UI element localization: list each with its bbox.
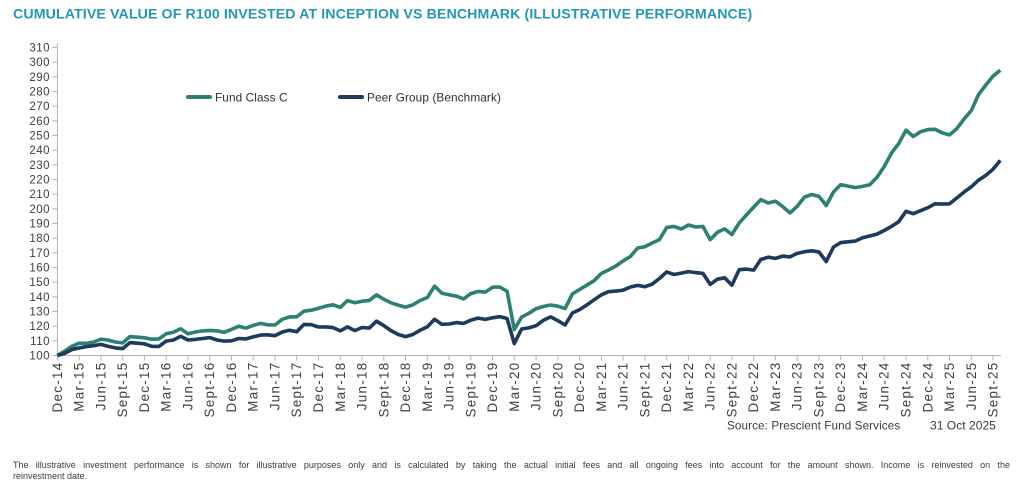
svg-text:Mar-25: Mar-25	[942, 362, 957, 412]
svg-text:Source: Prescient Fund Service: Source: Prescient Fund Services	[727, 420, 900, 433]
svg-text:Sept-24: Sept-24	[899, 362, 914, 418]
svg-text:Mar-16: Mar-16	[159, 362, 174, 412]
svg-text:Jun-16: Jun-16	[181, 362, 196, 411]
svg-text:Dec-14: Dec-14	[50, 362, 65, 413]
svg-text:Mar-19: Mar-19	[420, 362, 435, 412]
svg-text:Dec-24: Dec-24	[920, 362, 935, 413]
svg-text:120: 120	[29, 321, 50, 333]
svg-text:Dec-18: Dec-18	[398, 362, 413, 413]
svg-text:Jun-18: Jun-18	[355, 362, 370, 411]
svg-text:180: 180	[29, 233, 50, 245]
svg-text:CUMULATIVE VALUE OF R100 INVES: CUMULATIVE VALUE OF R100 INVESTED AT INC…	[13, 7, 752, 23]
svg-text:Sept-21: Sept-21	[637, 362, 652, 418]
svg-text:Sept-23: Sept-23	[812, 362, 827, 418]
svg-text:290: 290	[29, 72, 50, 84]
svg-text:Sept-25: Sept-25	[986, 362, 1001, 418]
svg-text:Sept-22: Sept-22	[724, 362, 739, 418]
svg-text:200: 200	[29, 204, 50, 216]
svg-text:Mar-21: Mar-21	[594, 362, 609, 412]
svg-text:Sept-20: Sept-20	[550, 362, 565, 418]
svg-text:100: 100	[29, 351, 50, 363]
svg-text:Mar-24: Mar-24	[855, 362, 870, 412]
svg-text:Dec-21: Dec-21	[659, 362, 674, 413]
svg-text:Mar-17: Mar-17	[246, 362, 261, 412]
svg-text:Jun-24: Jun-24	[877, 362, 892, 411]
svg-text:Sept-18: Sept-18	[376, 362, 391, 418]
svg-text:Sept-17: Sept-17	[289, 362, 304, 418]
svg-text:Jun-23: Jun-23	[790, 362, 805, 411]
svg-text:Mar-15: Mar-15	[72, 362, 87, 412]
svg-text:240: 240	[29, 145, 50, 157]
svg-text:Sept-15: Sept-15	[115, 362, 130, 418]
svg-text:Dec-16: Dec-16	[224, 362, 239, 413]
svg-text:160: 160	[29, 263, 50, 275]
svg-text:300: 300	[29, 57, 50, 69]
svg-text:170: 170	[29, 248, 50, 260]
svg-text:Dec-19: Dec-19	[485, 361, 500, 412]
svg-text:220: 220	[29, 175, 50, 187]
svg-text:110: 110	[30, 336, 50, 348]
svg-text:Peer Group (Benchmark): Peer Group (Benchmark)	[367, 91, 501, 105]
svg-text:Dec-15: Dec-15	[137, 362, 152, 413]
svg-text:140: 140	[29, 292, 50, 304]
svg-text:Dec-22: Dec-22	[746, 362, 761, 413]
svg-text:Dec-17: Dec-17	[311, 362, 326, 413]
svg-text:Jun-25: Jun-25	[964, 362, 979, 411]
svg-text:150: 150	[29, 277, 50, 289]
svg-text:130: 130	[29, 307, 50, 319]
svg-text:Dec-20: Dec-20	[572, 362, 587, 413]
svg-text:Dec-23: Dec-23	[833, 362, 848, 413]
svg-text:Jun-20: Jun-20	[529, 362, 544, 411]
svg-text:Mar-20: Mar-20	[507, 362, 522, 412]
svg-text:Jun-21: Jun-21	[616, 362, 631, 411]
svg-text:Jun-19: Jun-19	[442, 362, 457, 411]
svg-text:Sept-19: Sept-19	[463, 362, 478, 418]
svg-text:310: 310	[29, 43, 50, 55]
svg-text:280: 280	[29, 87, 50, 99]
svg-text:250: 250	[29, 131, 50, 143]
svg-text:Mar-18: Mar-18	[333, 362, 348, 412]
svg-text:190: 190	[29, 219, 50, 231]
svg-text:230: 230	[29, 160, 50, 172]
svg-text:Mar-23: Mar-23	[768, 362, 783, 412]
svg-text:Sept-16: Sept-16	[202, 362, 217, 418]
svg-text:Mar-22: Mar-22	[681, 362, 696, 412]
svg-text:Jun-22: Jun-22	[703, 362, 718, 411]
svg-text:210: 210	[29, 189, 50, 201]
svg-text:Jun-17: Jun-17	[268, 362, 283, 411]
svg-text:Fund Class C: Fund Class C	[215, 91, 288, 105]
svg-text:31 Oct 2025: 31 Oct 2025	[930, 419, 996, 433]
svg-text:Jun-15: Jun-15	[93, 362, 108, 411]
svg-text:270: 270	[29, 101, 50, 113]
svg-text:260: 260	[29, 116, 50, 128]
